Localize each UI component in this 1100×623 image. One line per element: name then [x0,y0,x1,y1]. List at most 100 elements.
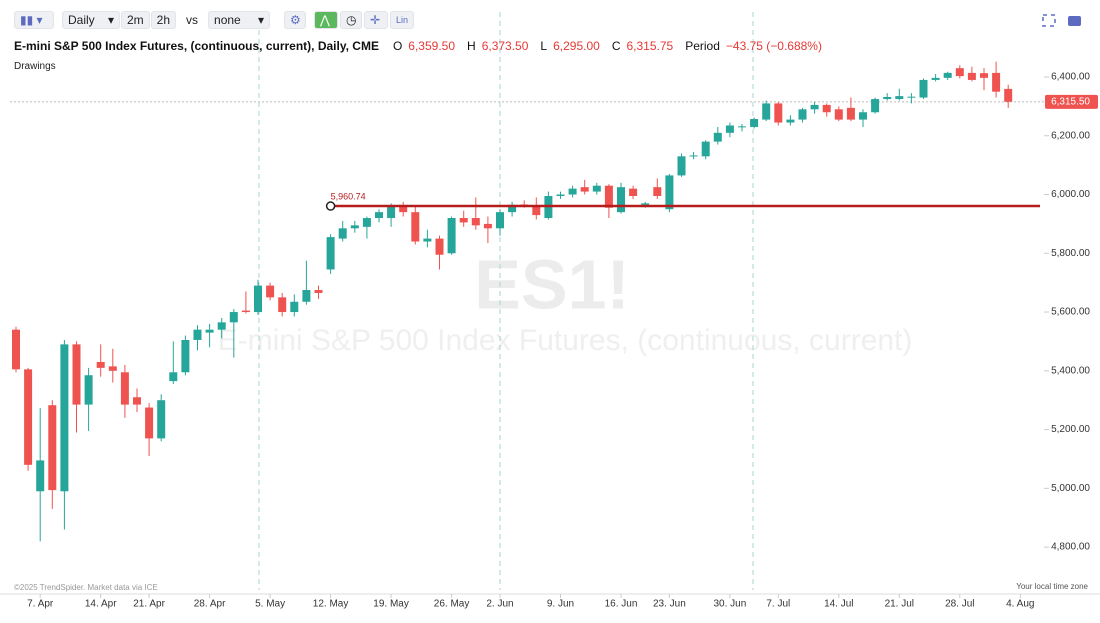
y-tick-label: 6,000.00 [1051,189,1090,200]
candle-body [326,237,335,270]
y-tick-label: 5,000.00 [1051,483,1090,494]
candle-body [725,125,734,133]
candle-body [907,96,916,98]
interval-button[interactable]: 2m [121,11,150,29]
ohlc-value: 6,315.75 [626,39,674,53]
candle-body [375,212,383,219]
crosshair-button[interactable]: ✛ [364,11,389,29]
candle-body [653,187,662,196]
candle-body [387,206,396,219]
snapshot-icon[interactable] [1068,16,1081,26]
candle-body [508,204,517,213]
y-tick-label: 5,600.00 [1051,307,1090,318]
candle-body [350,225,359,229]
candle-body [60,344,69,492]
candle-body [677,156,686,176]
candle-body [931,77,940,80]
candle-body [738,126,746,128]
fullscreen-icon[interactable] [1042,14,1056,27]
candle-body [871,99,880,113]
candle-body [762,103,771,120]
candle-body [834,109,843,120]
price-tag-label: 6,315.50 [1051,96,1090,107]
candle-body [992,72,1001,92]
x-tick-label: 28. Jul [945,599,974,610]
candle-body [447,218,456,254]
candle-body [592,185,601,192]
candle-body [24,369,33,465]
ohlc-label: C [611,39,621,53]
candle-body [169,372,178,382]
candle-body [665,175,674,210]
candle-body [556,194,565,196]
candle-body [278,297,287,313]
candle-body [786,119,795,123]
x-tick-label: 28. Apr [194,599,226,610]
candle-body [774,103,783,123]
interval-select[interactable]: Daily ▾ [62,11,120,29]
scale: Lin [396,15,409,25]
y-tick-label: 4,800.00 [1051,542,1090,553]
line-label: 5,960.74 [331,191,366,201]
candle-body [1004,88,1013,102]
candle-body [435,238,444,255]
x-tick-label: 9. Jun [547,599,574,610]
candle-body [919,79,928,98]
indicator-button[interactable]: ⋀ [314,11,339,29]
settings-button[interactable]: ⚙ [284,11,307,29]
interval-button[interactable]: 2h [150,11,177,29]
candle-body [254,285,262,313]
candle-body [701,141,710,157]
candle-body [532,206,541,216]
candle-body [133,397,141,405]
x-tick-label: 30. Jun [713,599,746,610]
candle-body [84,375,93,405]
candle-body [471,218,480,226]
candle-body [496,212,504,229]
candle-body [108,366,117,371]
candle-body [229,312,238,323]
candle-body [967,72,976,80]
ohlc-label: O [392,39,403,53]
chart-type-button[interactable]: ▮▮ ▾ [14,11,54,29]
ohlc-label: H [467,39,476,53]
instrument-title: E-mini S&P 500 Index Futures, (continuou… [14,39,379,53]
ohlc-label: L [540,39,548,53]
candle-body [980,73,988,78]
vs-label: vs [186,13,199,27]
candle-body [713,132,722,142]
candle-body [689,155,698,157]
x-tick-label: 12. May [313,599,349,610]
timezone: Your local time zone [1016,582,1088,591]
x-tick-label: 2. Jun [486,599,513,610]
candle-body [290,301,299,313]
x-tick-label: 16. Jun [605,599,638,610]
candle-body [399,206,408,213]
candle-body [96,361,105,368]
scale-button[interactable]: Lin [390,11,415,29]
candle-body [955,68,964,77]
watermark-symbol: ES1! [474,245,630,323]
credit: ©2025 TrendSpider. Market data via ICE [14,583,158,592]
y-tick-label: 6,200.00 [1051,130,1090,141]
y-tick-label: 6,400.00 [1051,72,1090,83]
compare-select[interactable]: none ▾ [208,11,271,29]
x-tick-label: 7. Jul [766,599,790,610]
candle-body [459,218,468,223]
candle-body [205,329,214,333]
time-button[interactable]: ◷ [340,11,363,29]
x-tick-label: 23. Jun [653,599,686,610]
button-label: 2h [156,13,171,27]
legend-header: E-mini S&P 500 Index Futures, (continuou… [14,39,828,53]
candle-body [641,203,650,205]
ohlc-value: 6,373.50 [481,39,529,53]
candle-body [846,107,855,120]
candle-body [750,119,759,127]
candle-body [859,112,867,120]
candle-body [604,185,613,208]
candle-body [411,212,420,242]
candle-body [217,322,226,330]
x-tick-label: 4. Aug [1006,599,1034,610]
candle-body [883,96,892,100]
price-tag [1045,94,1098,109]
